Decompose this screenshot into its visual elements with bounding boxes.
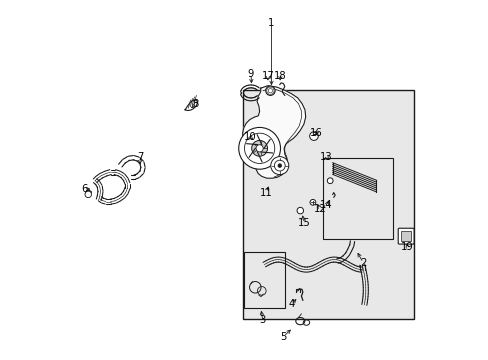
Text: 18: 18	[274, 71, 286, 81]
Polygon shape	[242, 86, 305, 178]
Text: 16: 16	[309, 128, 322, 138]
Bar	[244, 252, 285, 308]
Text: 5: 5	[280, 332, 286, 342]
Text: 14: 14	[320, 200, 332, 210]
Text: 6: 6	[81, 184, 87, 194]
Bar	[401, 231, 410, 241]
Bar	[322, 158, 392, 239]
Circle shape	[326, 178, 332, 184]
Polygon shape	[185, 100, 197, 111]
Circle shape	[309, 199, 315, 205]
Text: 7: 7	[137, 152, 143, 162]
Text: 11: 11	[259, 188, 272, 198]
Text: 4: 4	[287, 299, 294, 309]
Text: 12: 12	[313, 204, 326, 214]
Circle shape	[251, 140, 267, 156]
Text: 10: 10	[243, 132, 256, 142]
Circle shape	[270, 157, 288, 175]
FancyBboxPatch shape	[397, 228, 413, 244]
Circle shape	[277, 164, 281, 167]
Text: 8: 8	[192, 99, 199, 109]
Text: 19: 19	[400, 242, 413, 252]
Circle shape	[265, 86, 275, 95]
Bar	[242, 90, 413, 319]
Text: 17: 17	[261, 71, 274, 81]
Text: 2: 2	[359, 258, 366, 268]
Text: 13: 13	[320, 152, 332, 162]
Text: 3: 3	[259, 315, 265, 325]
Circle shape	[256, 145, 263, 152]
Text: 9: 9	[247, 69, 254, 79]
Circle shape	[85, 191, 91, 198]
Circle shape	[309, 132, 318, 140]
Circle shape	[296, 207, 303, 214]
Circle shape	[238, 127, 280, 169]
Text: 15: 15	[297, 218, 310, 228]
Text: 1: 1	[268, 18, 274, 28]
